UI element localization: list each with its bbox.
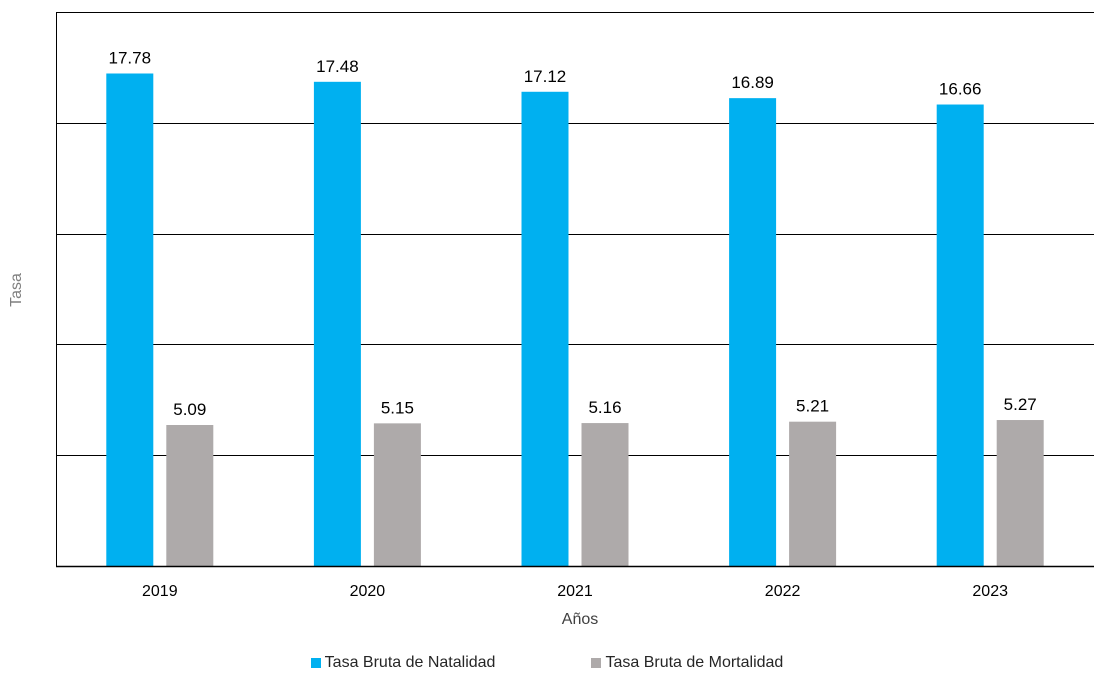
bar-tasa-bruta-de-natalidad-2020 (313, 81, 361, 566)
data-label-tasa-bruta-de-natalidad-2019: 17.78 (109, 48, 152, 67)
legend-label-natalidad: Tasa Bruta de Natalidad (324, 654, 496, 671)
bars (106, 73, 1044, 566)
x-axis-title: Años (562, 611, 598, 628)
legend-item-mortalidad: Tasa Bruta de Mortalidad (591, 654, 783, 672)
bar-tasa-bruta-de-mortalidad-2021 (581, 423, 629, 566)
legend-swatch-natalidad (310, 658, 321, 668)
data-label-tasa-bruta-de-mortalidad-2022: 5.21 (796, 397, 829, 416)
x-tick-label-2019: 2019 (142, 583, 178, 600)
legend-swatch-mortalidad (591, 658, 602, 668)
x-tick-label-2020: 2020 (350, 583, 386, 600)
bar-tasa-bruta-de-mortalidad-2022 (789, 421, 837, 566)
x-tick-label-2021: 2021 (557, 583, 593, 600)
data-labels: 17.78 5.09 17.48 5.15 17.12 5.16 16.89 5.21 16.6… (109, 48, 1037, 419)
bar-tasa-bruta-de-mortalidad-2020 (373, 423, 421, 566)
bar-tasa-bruta-de-mortalidad-2023 (996, 420, 1044, 566)
axes: 2019 2020 2021 2022 2023 (56, 12, 1094, 600)
data-label-tasa-bruta-de-mortalidad-2020: 5.15 (381, 398, 414, 417)
data-label-tasa-bruta-de-natalidad-2020: 17.48 (316, 57, 359, 76)
data-label-tasa-bruta-de-mortalidad-2019: 5.09 (173, 400, 206, 419)
bar-tasa-bruta-de-natalidad-2019 (106, 73, 154, 566)
bar-tasa-bruta-de-natalidad-2023 (936, 104, 984, 566)
data-label-tasa-bruta-de-natalidad-2021: 17.12 (524, 67, 567, 86)
bar-tasa-bruta-de-natalidad-2022 (729, 98, 777, 566)
x-tick-label-2022: 2022 (765, 583, 801, 600)
x-tick-label-2023: 2023 (972, 583, 1008, 600)
bar-tasa-bruta-de-mortalidad-2019 (166, 425, 214, 566)
data-label-tasa-bruta-de-mortalidad-2021: 5.16 (588, 398, 621, 417)
bar-tasa-bruta-de-natalidad-2021 (521, 91, 569, 566)
data-label-tasa-bruta-de-natalidad-2022: 16.89 (731, 73, 774, 92)
legend: Tasa Bruta de Natalidad Tasa Bruta de Mo… (0, 654, 1094, 672)
legend-label-mortalidad: Tasa Bruta de Mortalidad (605, 654, 784, 671)
legend-item-natalidad: Tasa Bruta de Natalidad (310, 654, 496, 672)
data-label-tasa-bruta-de-natalidad-2023: 16.66 (939, 80, 982, 99)
y-axis-title: Tasa (8, 273, 25, 307)
data-label-tasa-bruta-de-mortalidad-2023: 5.27 (1004, 395, 1037, 414)
gridlines (56, 123, 1094, 456)
